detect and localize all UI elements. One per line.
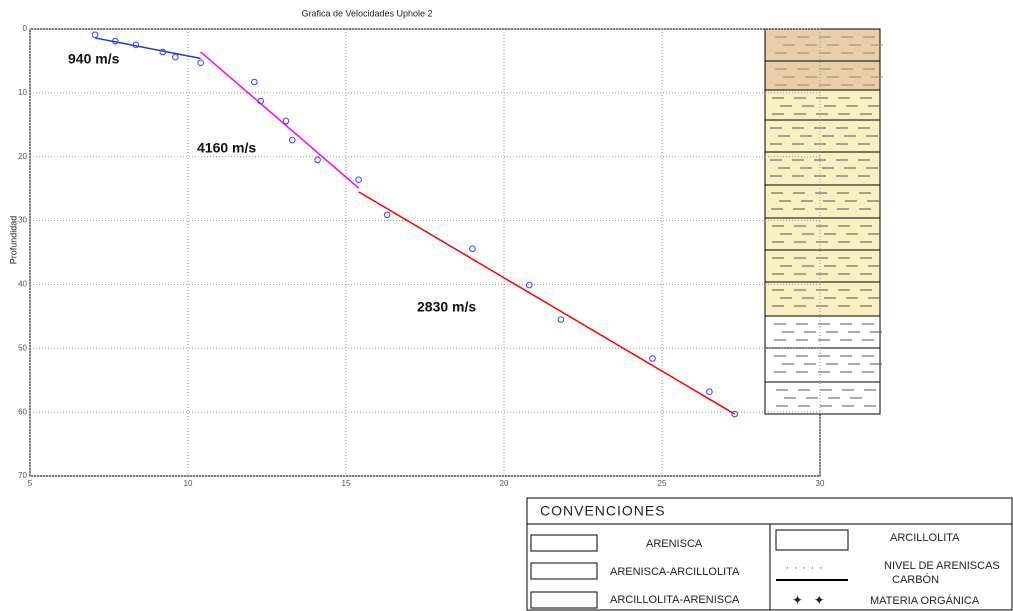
- data-point: [132, 41, 140, 49]
- data-point: [112, 37, 119, 45]
- x-tick-label: 10: [184, 479, 193, 488]
- data-point: [731, 410, 738, 418]
- data-point: [469, 245, 476, 252]
- data-point: [251, 78, 258, 86]
- y-tick-label: 20: [18, 152, 27, 161]
- y-tick-label: 60: [18, 407, 27, 416]
- svg-text:. . . . .: . . . . .: [786, 561, 822, 572]
- lithology-layer: [764, 381, 881, 415]
- data-point: [172, 53, 179, 61]
- data-point: [282, 117, 290, 125]
- plot-frame: [29, 28, 821, 477]
- lithology-layer: [764, 28, 881, 62]
- x-tick-label: 15: [342, 479, 351, 488]
- data-point: [197, 59, 204, 67]
- legend-label: ARENISCA-ARCILLOLITA: [610, 566, 740, 578]
- y-tick-label: 50: [18, 343, 27, 352]
- legend-label: ARCILLOLITA: [890, 532, 960, 544]
- legend-box: . . . . . ✦ ✦: [526, 497, 1013, 611]
- legend-label: NIVEL DE ARENISCAS: [884, 560, 1000, 572]
- y-tick-label: 40: [18, 280, 27, 289]
- data-point: [706, 388, 713, 396]
- y-tick-label: 30: [18, 216, 27, 225]
- fit-line: [200, 51, 360, 189]
- lithology-layer: [764, 347, 881, 383]
- data-point: [159, 48, 167, 56]
- y-tick-label: 0: [23, 24, 28, 33]
- velocity-label: 2830 m/s: [417, 299, 476, 315]
- lithology-layer: [764, 60, 881, 91]
- y-axis-label: Profundidad: [8, 216, 18, 265]
- data-point: [525, 281, 533, 289]
- lithology-layer: [764, 281, 881, 317]
- data-point: [649, 355, 656, 362]
- legend-label: ARCILLOLITA-ARENISCA: [610, 594, 740, 606]
- legend-label: MATERIA ORGÁNICA: [870, 594, 980, 607]
- velocity-label: 4160 m/s: [197, 140, 256, 156]
- data-point: [383, 211, 391, 219]
- x-tick-label: 5: [28, 479, 33, 488]
- y-tick-label: 10: [18, 88, 27, 97]
- x-tick-label: 30: [816, 479, 825, 488]
- lithology-layer: [764, 89, 881, 121]
- chart-title: Grafica de Velocidades Uphole 2: [301, 8, 432, 18]
- legend-label: ARENISCA: [646, 538, 703, 550]
- x-tick-label: 20: [500, 479, 509, 488]
- legend-label: CARBÓN: [892, 573, 939, 586]
- fit-line: [358, 191, 736, 415]
- data-point: [91, 31, 99, 39]
- data-point: [314, 156, 321, 164]
- legend-title: CONVENCIONES: [540, 503, 666, 519]
- x-tick-label: 25: [658, 479, 667, 488]
- data-point: [355, 176, 362, 184]
- y-tick-label: 70: [18, 471, 27, 480]
- data-point: [288, 136, 296, 144]
- velocity-label: 940 m/s: [68, 51, 120, 67]
- lithology-column: [764, 28, 883, 476]
- data-point: [557, 316, 565, 323]
- svg-text:✦ ✦: ✦ ✦: [792, 592, 825, 607]
- data-point: [257, 97, 264, 105]
